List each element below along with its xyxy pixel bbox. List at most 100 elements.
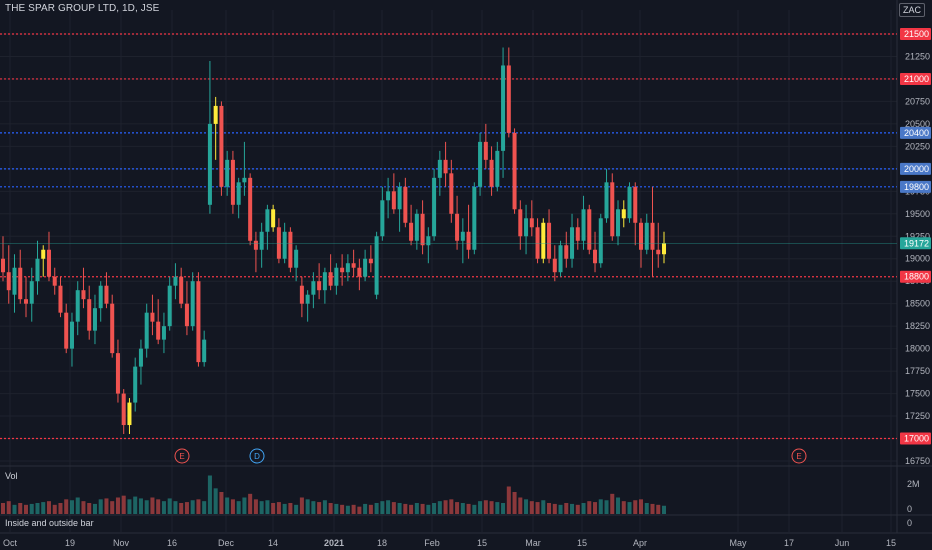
candle-body — [98, 285, 103, 309]
volume-bar — [547, 503, 552, 514]
candle — [265, 204, 270, 250]
candle — [110, 294, 115, 358]
event-marker-label: E — [179, 452, 184, 461]
candle-body — [196, 281, 201, 363]
candle — [593, 231, 598, 273]
candle — [167, 276, 172, 331]
candle-body — [397, 186, 402, 210]
candle-body — [351, 263, 356, 268]
candle-body — [472, 186, 477, 250]
candle — [518, 200, 523, 250]
line-value-tag-bg — [900, 180, 931, 193]
volume-bar — [299, 497, 304, 514]
volume-bar — [133, 496, 138, 514]
candle — [12, 254, 17, 313]
candle-body — [253, 240, 258, 250]
candle-body — [547, 222, 552, 259]
candle-body — [248, 177, 253, 241]
line-value-tag: 21000 — [900, 72, 931, 85]
line-value-tag-bg — [900, 432, 931, 445]
candle — [420, 200, 425, 255]
candle — [541, 218, 546, 264]
volume-bar — [466, 503, 471, 514]
candle — [351, 249, 356, 277]
candle — [621, 200, 626, 228]
candle-body — [213, 105, 218, 124]
candle-body — [661, 243, 667, 255]
line-value-tag-label: 18800 — [904, 272, 929, 282]
candle-body — [64, 312, 69, 349]
volume-bar — [610, 493, 615, 514]
volume-bar — [340, 504, 345, 514]
indicator-panel-label: Inside and outside bar — [5, 518, 94, 528]
candle — [512, 128, 517, 214]
candle — [299, 276, 304, 318]
candle — [627, 182, 632, 223]
candle-body — [35, 258, 40, 282]
candle-body — [144, 312, 149, 349]
volume-bar — [443, 500, 448, 514]
volume-bar — [58, 503, 63, 514]
volume-bar — [322, 500, 327, 514]
volume-bar — [282, 503, 287, 514]
candle-body — [288, 231, 293, 268]
volume-bar — [368, 504, 373, 514]
volume-bar — [633, 500, 638, 514]
candle — [18, 249, 23, 304]
volume-bar — [161, 501, 166, 514]
candle-body — [259, 231, 264, 250]
candle-body — [202, 339, 207, 363]
volume-bar — [167, 498, 172, 514]
price-tick-label: 19000 — [905, 254, 930, 264]
volume-bar — [403, 503, 408, 514]
candle-body — [610, 182, 615, 237]
candle-body — [650, 222, 655, 250]
volume-bars — [0, 475, 667, 514]
volume-bar — [460, 503, 465, 514]
candle — [184, 281, 189, 336]
candle — [288, 227, 293, 273]
candle-body — [363, 258, 368, 277]
candle-body — [207, 123, 212, 205]
time-tick-label: 15 — [477, 538, 487, 548]
time-tick-label: 18 — [377, 538, 387, 548]
symbol-title: THE SPAR GROUP LTD, 1D, JSE — [5, 3, 160, 14]
volume-bar — [230, 499, 235, 514]
candle — [529, 200, 534, 237]
candle — [225, 150, 230, 196]
candle-body — [12, 267, 17, 295]
candle — [294, 245, 299, 282]
volume-bar — [397, 503, 402, 514]
earnings-marker[interactable]: E — [174, 448, 190, 464]
price-tick-label: 21250 — [905, 51, 930, 61]
candle-body — [219, 105, 224, 187]
time-tick-label: Mar — [525, 538, 541, 548]
indicator-tick-label: 0 — [907, 518, 912, 528]
volume-bar — [501, 503, 506, 514]
last-price-tag-label: 19172 — [904, 238, 929, 248]
candle — [432, 168, 437, 241]
time-tick-label: Nov — [113, 538, 130, 548]
volume-bar — [115, 497, 120, 514]
candle — [69, 312, 74, 367]
candle — [368, 245, 373, 273]
line-value-tag-label: 21500 — [904, 29, 929, 39]
dividend-marker[interactable]: D — [249, 448, 265, 464]
candle — [322, 267, 327, 304]
volume-bar — [570, 503, 575, 514]
currency-badge[interactable]: ZAC — [899, 3, 925, 17]
volume-bar — [69, 500, 74, 514]
volume-bar — [495, 502, 500, 514]
candle-body — [633, 186, 638, 223]
line-value-tag-label: 17000 — [904, 434, 929, 444]
volume-bar — [207, 475, 212, 514]
volume-bar — [81, 501, 86, 514]
candle — [98, 281, 103, 322]
candle — [501, 47, 506, 178]
volume-bar — [363, 503, 368, 514]
candle-body — [414, 213, 419, 241]
earnings-marker[interactable]: E — [791, 448, 807, 464]
candle — [236, 177, 241, 219]
candle — [449, 159, 454, 223]
